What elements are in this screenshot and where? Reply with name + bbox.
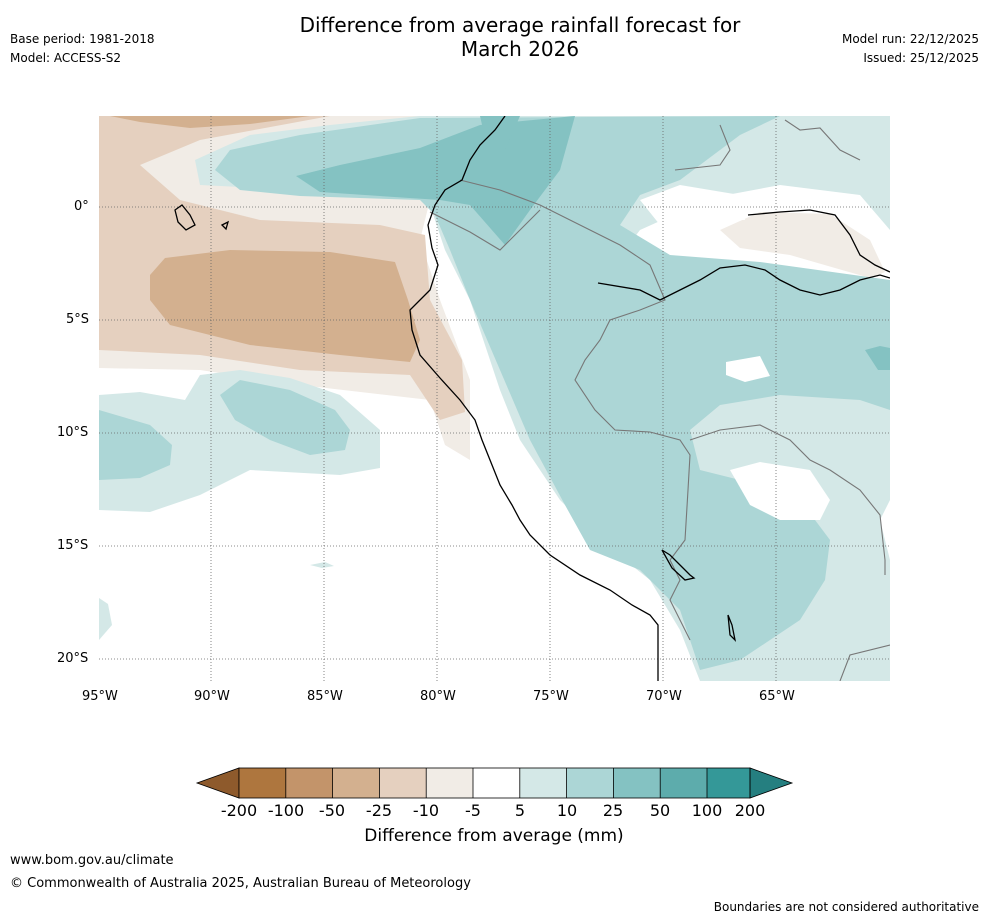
base-period: Base period: 1981-2018 xyxy=(10,32,155,46)
colorbar-bin xyxy=(239,768,286,798)
model-run: Model run: 22/12/2025 xyxy=(841,32,979,46)
colorbar-extend-low xyxy=(195,767,240,799)
wet-fleck-south xyxy=(310,562,334,568)
colorbar-bin xyxy=(379,768,427,798)
colorbar-tick-label: 5 xyxy=(514,801,526,820)
rainfall-anomaly-field xyxy=(99,116,890,681)
colorbar-bin xyxy=(707,768,750,798)
colorbar-bin xyxy=(566,768,614,798)
lon-label: 80°W xyxy=(420,689,456,704)
colorbar-tick-label: -5 xyxy=(465,801,481,820)
colorbar-axis-label: Difference from average (mm) xyxy=(364,826,624,846)
colorbar-bin xyxy=(519,768,567,798)
lon-label: 75°W xyxy=(533,689,569,704)
footer-copyright: © Commonwealth of Australia 2025, Austra… xyxy=(10,876,471,891)
colorbar-bin xyxy=(332,768,380,798)
colorbar-tick-label: 200 xyxy=(734,801,766,820)
title-line-1: Difference from average rainfall forecas… xyxy=(299,13,741,37)
lat-label: 20°S xyxy=(57,651,89,666)
lat-label: 5°S xyxy=(66,312,90,327)
colorbar-bin xyxy=(285,768,333,798)
lon-label: 90°W xyxy=(194,689,230,704)
neutral-pocket-2 xyxy=(726,356,770,382)
lon-label: 65°W xyxy=(759,689,795,704)
wet-region-southwest-medium xyxy=(220,380,350,455)
colorbar-bin xyxy=(660,768,707,798)
graticule xyxy=(99,116,890,681)
coastline xyxy=(174,116,890,681)
wet-fleck-southwest xyxy=(99,598,112,640)
wet-band-north-medium xyxy=(215,116,890,670)
dry-patch-east xyxy=(720,212,885,278)
colorbar-tick-label: 25 xyxy=(602,801,624,820)
lon-label: 85°W xyxy=(307,689,343,704)
neutral-pocket-1 xyxy=(730,462,830,520)
colorbar xyxy=(195,767,794,799)
colorbar-extend-high xyxy=(749,767,794,799)
colorbar-tick-label: 10 xyxy=(556,801,578,820)
country-boundaries xyxy=(429,119,890,681)
colorbar-tick-label: -200 xyxy=(220,801,258,820)
issued-date: Issued: 25/12/2025 xyxy=(863,51,979,65)
wet-core-ridge xyxy=(480,116,520,160)
page-title: Difference from average rainfall forecas… xyxy=(0,13,988,61)
model-name: Model: ACCESS-S2 xyxy=(10,51,122,65)
wet-small-core-east xyxy=(865,346,890,370)
colorbar-tick-label: -25 xyxy=(365,801,393,820)
colorbar-tick-label: -10 xyxy=(412,801,440,820)
lat-label: 10°S xyxy=(57,425,89,440)
colorbar-tick-label: 100 xyxy=(691,801,723,820)
dry-region-strong xyxy=(150,250,420,362)
neutral-pocket-3 xyxy=(640,185,745,225)
dry-band-top xyxy=(110,116,310,128)
title-line-2: March 2026 xyxy=(460,37,580,61)
colorbar-tick-label: 50 xyxy=(649,801,671,820)
colorbar-tick-label: -100 xyxy=(267,801,305,820)
colorbar-bin xyxy=(613,768,661,798)
footer-url[interactable]: www.bom.gov.au/climate xyxy=(10,853,174,868)
lat-label: 0° xyxy=(74,199,89,214)
lon-label: 70°W xyxy=(646,689,682,704)
colorbar-bin xyxy=(426,768,473,798)
colorbar-bin xyxy=(473,768,520,798)
wet-region-west-edge xyxy=(99,410,172,480)
lon-label: 95°W xyxy=(82,689,118,704)
colorbar-tick-label: -50 xyxy=(318,801,346,820)
lat-label: 15°S xyxy=(57,538,89,553)
footer-disclaimer: Boundaries are not considered authoritat… xyxy=(713,900,979,914)
